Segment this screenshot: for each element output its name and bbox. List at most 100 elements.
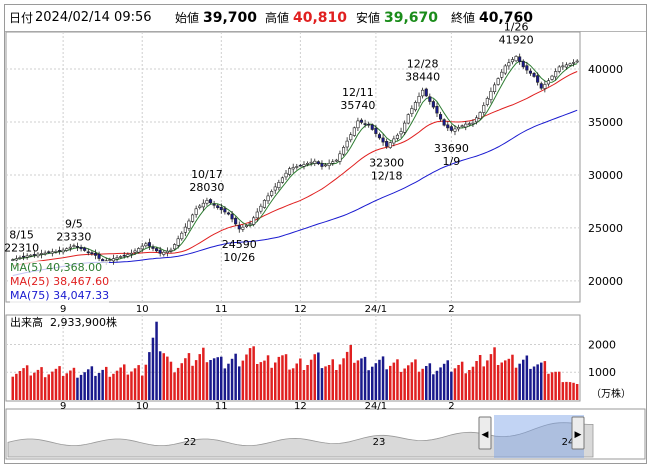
volume-bar-up: [543, 361, 547, 400]
candle-up: [421, 89, 425, 97]
navigator-year-label: 24: [562, 437, 575, 448]
candle-up: [108, 259, 112, 261]
volume-bar-up: [306, 365, 309, 400]
volume-bar-up: [15, 373, 18, 400]
volume-bar-up: [241, 360, 245, 400]
price-y-tick: 35000: [588, 116, 623, 129]
volume-title: 出来高 2,933,900株: [10, 314, 117, 330]
volume-bar-up: [266, 355, 270, 400]
volume-bar-up: [36, 369, 40, 400]
chart-svg: 40000 35000 30000 25000 20000 9 9 10 10 11 11 12 12 2…: [5, 21, 646, 460]
price-y-tick: 25000: [588, 222, 623, 235]
volume-bar-up: [389, 365, 392, 400]
candle-up: [338, 153, 342, 162]
candle-up: [14, 258, 18, 261]
volume-bar-down: [87, 369, 90, 400]
close-label: 終値: [451, 11, 476, 25]
candle-up: [259, 205, 263, 212]
candle-up: [137, 248, 141, 253]
volume-x-tick: 2: [448, 401, 454, 412]
candle-up: [341, 147, 346, 155]
volume-bar-up: [130, 371, 133, 400]
candle-up: [169, 249, 173, 252]
volume-bar-up: [327, 365, 331, 400]
candle-up: [187, 220, 191, 229]
candle-up: [173, 244, 177, 250]
volume-bar-up: [274, 362, 277, 400]
candle-down: [435, 106, 439, 114]
legend-ma5: MA(5) 40,368.00: [10, 261, 110, 275]
candle-up: [331, 161, 335, 164]
candle-up: [392, 138, 396, 144]
candle-down: [47, 251, 51, 253]
candle-up: [273, 186, 277, 191]
candle-up: [323, 164, 328, 167]
legend-ma25-name: MA(25): [10, 275, 50, 288]
price-x-tick: 2: [448, 304, 454, 315]
volume-bar-up: [162, 353, 165, 400]
volume-bar-down: [371, 366, 374, 400]
price-y-tick: 30000: [588, 169, 623, 182]
candle-up: [478, 112, 482, 119]
volume-bar-up: [205, 362, 209, 400]
candle-down: [97, 253, 101, 259]
candle-down: [374, 127, 378, 134]
volume-bar-up: [511, 354, 514, 400]
candle-up: [313, 160, 317, 164]
candle-up: [277, 182, 281, 188]
candle-up: [345, 140, 349, 148]
volume-bar-up: [256, 364, 259, 400]
candle-up: [284, 172, 288, 178]
volume-bar-up: [414, 359, 417, 400]
navigator-right-handle-arrow: ▶: [575, 430, 582, 440]
volume-bar-up: [410, 362, 414, 400]
candle-up: [11, 259, 15, 261]
candle-up: [295, 166, 299, 168]
volume-bar-up: [457, 365, 460, 400]
volume-bar-up: [277, 356, 281, 400]
navigator-area: [7, 422, 594, 458]
volume-bar-up: [486, 360, 489, 400]
candle-up: [65, 248, 69, 251]
volume-bar-up: [112, 373, 115, 401]
candle-up: [417, 96, 421, 104]
ma5-line: [12, 60, 578, 261]
volume-bar-up: [493, 347, 496, 400]
annotation-date: 9/5: [65, 218, 83, 231]
candle-down: [518, 56, 522, 62]
datetime-value: 2024/02/14 09:56: [35, 10, 152, 25]
volume-bar-up: [58, 366, 61, 400]
annotation-date: 10/26: [223, 251, 255, 264]
candle-up: [503, 65, 507, 74]
volume-bar-down: [220, 356, 223, 400]
volume-bar-down: [385, 369, 388, 400]
volume-bar-down: [158, 351, 162, 400]
volume-bar-up: [43, 377, 47, 400]
candle-down: [212, 203, 216, 206]
annotation-value: 41920: [499, 34, 534, 47]
candle-up: [162, 251, 166, 255]
candle-up: [191, 214, 195, 222]
candle-down: [93, 253, 97, 256]
candle-down: [525, 65, 529, 71]
candle-up: [266, 195, 270, 202]
volume-bar-up: [396, 359, 399, 400]
volume-bar-up: [115, 370, 119, 400]
open-label: 始値: [175, 11, 200, 25]
candle-down: [90, 252, 94, 255]
legend-ma75-value: 34,047.33: [53, 289, 110, 302]
volume-bar-up: [47, 374, 50, 400]
candle-up: [68, 246, 72, 249]
volume-bar-up: [460, 361, 464, 400]
candle-up: [241, 226, 245, 230]
volume-bar-down: [216, 357, 219, 400]
volume-bar-down: [363, 356, 367, 400]
volume-x-tick: 11: [215, 401, 228, 412]
candle-up: [287, 168, 292, 175]
annotation-date: 1/9: [443, 155, 461, 168]
low-value: 39,670: [384, 10, 439, 26]
legend-ma25-value: 38,467.60: [53, 275, 110, 288]
candle-up: [36, 253, 40, 257]
candle-down: [226, 212, 230, 215]
annotation-value: 22310: [5, 241, 39, 254]
